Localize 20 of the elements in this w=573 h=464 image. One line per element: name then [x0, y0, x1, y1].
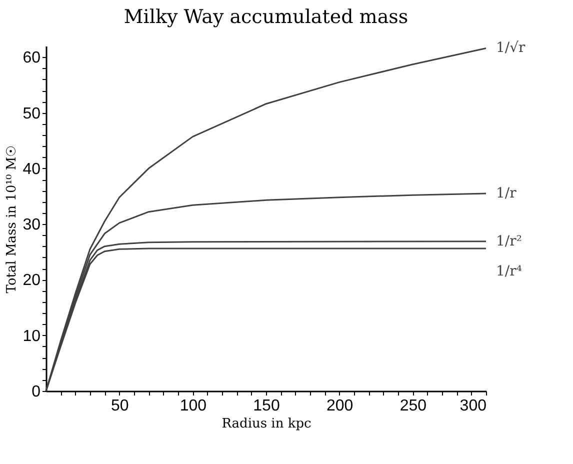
- y-axis-title: Total Mass in 10¹⁰ M☉: [4, 144, 20, 294]
- y-tick-label: 50: [22, 105, 41, 122]
- series-label: 1/r: [496, 185, 517, 202]
- series-label: 1/√r: [496, 40, 526, 56]
- y-tick-label: 10: [22, 328, 41, 345]
- x-tick-label: 250: [400, 398, 427, 414]
- y-tick-label: 60: [22, 50, 41, 67]
- x-tick-label: 100: [180, 398, 207, 414]
- y-tick-label: 40: [22, 160, 41, 178]
- chart-title: Milky Way accumulated mass: [124, 6, 408, 28]
- x-tick-label: 50: [110, 398, 129, 414]
- x-tick-label: 150: [253, 398, 280, 414]
- series-label: 1/r²: [496, 233, 522, 250]
- x-axis-title: Radius in kpc: [222, 416, 312, 432]
- series-label: 1/r⁴: [496, 263, 522, 280]
- x-tick-label: 200: [326, 398, 354, 414]
- y-tick-label: 30: [22, 216, 41, 234]
- x-tick-label: 300: [460, 398, 487, 414]
- y-tick-label: 20: [22, 272, 41, 290]
- y-tick-label: 0: [32, 384, 41, 400]
